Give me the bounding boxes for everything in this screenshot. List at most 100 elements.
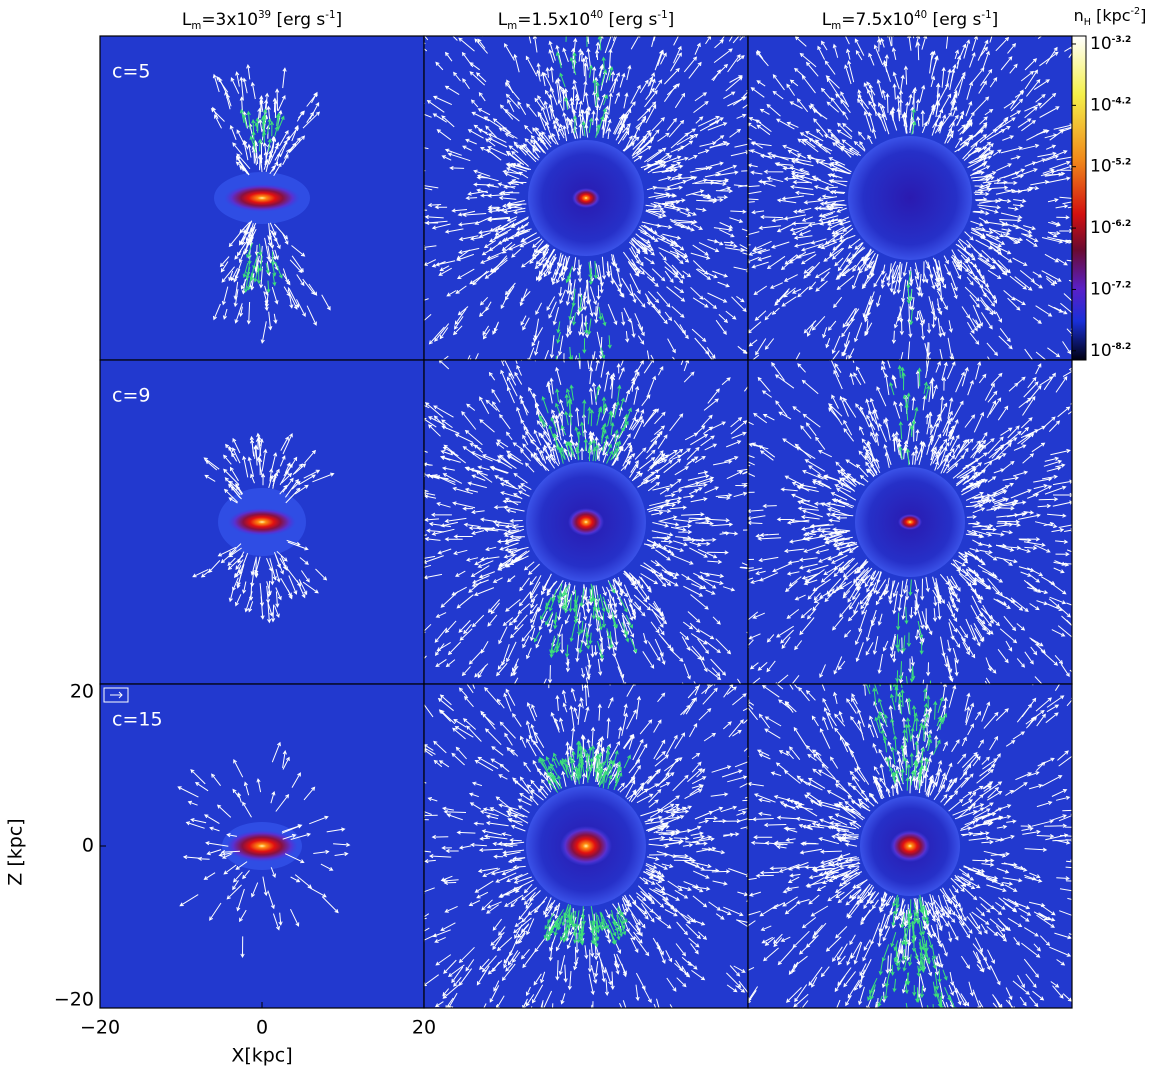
velocity-arrow xyxy=(197,856,210,861)
velocity-arrow xyxy=(289,259,303,274)
velocity-arrow xyxy=(867,134,873,145)
velocity-arrow xyxy=(709,117,724,126)
velocity-arrow xyxy=(805,422,817,437)
velocity-arrow xyxy=(639,719,653,735)
velocity-arrow xyxy=(930,413,941,435)
velocity-arrow xyxy=(742,252,748,255)
velocity-arrow xyxy=(794,190,814,196)
velocity-arrow xyxy=(619,1002,623,1008)
velocity-arrow xyxy=(819,588,835,599)
velocity-arrow xyxy=(1078,670,1094,686)
velocity-arrow xyxy=(896,612,901,631)
velocity-arrow xyxy=(584,55,589,71)
velocity-arrow xyxy=(854,38,865,56)
velocity-arrow xyxy=(926,323,932,334)
velocity-arrow xyxy=(610,70,616,82)
velocity-arrow xyxy=(597,640,604,660)
velocity-arrow xyxy=(282,268,290,284)
velocity-arrow xyxy=(590,645,595,658)
velocity-arrow xyxy=(530,134,546,154)
velocity-arrow xyxy=(609,411,614,425)
velocity-arrow xyxy=(233,261,242,283)
velocity-arrow xyxy=(899,580,904,599)
velocity-arrow xyxy=(586,36,588,47)
velocity-arrow xyxy=(739,244,748,250)
velocity-arrow xyxy=(836,488,857,501)
velocity-arrow xyxy=(439,327,449,340)
velocity-arrow xyxy=(506,575,516,583)
velocity-arrow xyxy=(435,658,447,667)
velocity-arrow xyxy=(444,85,460,96)
velocity-arrow xyxy=(853,568,866,583)
velocity-arrow xyxy=(228,446,234,458)
velocity-arrow xyxy=(631,262,645,275)
velocity-arrow xyxy=(919,84,926,102)
velocity-arrow xyxy=(830,554,848,564)
velocity-arrow xyxy=(519,776,534,796)
velocity-arrow xyxy=(759,108,770,115)
velocity-arrow xyxy=(275,591,280,608)
velocity-arrow xyxy=(982,50,990,69)
velocity-arrow xyxy=(962,641,970,656)
velocity-arrow xyxy=(901,372,906,391)
velocity-arrow xyxy=(657,434,668,449)
velocity-arrow xyxy=(937,303,943,316)
velocity-arrow xyxy=(1057,625,1072,640)
velocity-arrow xyxy=(424,887,435,894)
velocity-arrow xyxy=(1148,111,1166,120)
velocity-arrow xyxy=(685,8,690,20)
velocity-arrow xyxy=(459,628,473,641)
velocity-arrow xyxy=(679,631,690,641)
velocity-arrow xyxy=(919,287,924,298)
velocity-arrow xyxy=(721,377,731,386)
velocity-arrow xyxy=(257,138,263,152)
velocity-arrow xyxy=(1121,327,1132,332)
velocity-arrow xyxy=(817,450,833,458)
velocity-arrow xyxy=(974,627,984,643)
velocity-arrow xyxy=(865,398,874,422)
velocity-arrow xyxy=(622,896,630,907)
velocity-arrow xyxy=(228,547,242,558)
velocity-arrow xyxy=(748,198,759,201)
velocity-arrow xyxy=(1093,510,1115,515)
velocity-arrow xyxy=(620,360,624,366)
velocity-arrow xyxy=(249,268,254,282)
velocity-arrow xyxy=(575,407,580,427)
velocity-arrow xyxy=(801,572,821,580)
velocity-arrow xyxy=(620,460,632,472)
velocity-arrow xyxy=(969,332,980,345)
velocity-arrow xyxy=(613,446,624,463)
velocity-arrow xyxy=(653,1003,657,1008)
velocity-arrow xyxy=(1129,241,1144,247)
velocity-arrow xyxy=(623,92,629,109)
velocity-arrow xyxy=(455,285,467,294)
velocity-arrow xyxy=(558,255,563,268)
velocity-arrow xyxy=(643,562,664,577)
velocity-arrow xyxy=(977,617,991,636)
velocity-arrow xyxy=(910,656,915,667)
velocity-arrow xyxy=(707,550,729,555)
velocity-arrow xyxy=(802,413,821,428)
velocity-arrow xyxy=(786,83,796,96)
velocity-arrow xyxy=(473,169,491,177)
velocity-arrow xyxy=(503,554,517,559)
velocity-arrow xyxy=(537,597,544,613)
velocity-arrow xyxy=(490,868,515,876)
velocity-arrow xyxy=(843,427,854,442)
velocity-arrow xyxy=(920,325,926,341)
velocity-arrow xyxy=(611,441,619,459)
velocity-arrow xyxy=(1132,92,1147,98)
velocity-arrow xyxy=(481,899,493,911)
velocity-arrow xyxy=(424,220,448,225)
velocity-arrow xyxy=(736,678,742,684)
velocity-arrow xyxy=(515,930,526,945)
velocity-arrow xyxy=(239,909,247,923)
velocity-arrow xyxy=(1000,427,1013,436)
velocity-arrow xyxy=(444,51,453,62)
velocity-arrow xyxy=(682,270,692,278)
velocity-arrow xyxy=(540,433,551,450)
velocity-arrow xyxy=(831,335,841,355)
velocity-arrow xyxy=(520,483,532,490)
velocity-arrow xyxy=(575,448,580,461)
velocity-arrow xyxy=(469,62,480,71)
